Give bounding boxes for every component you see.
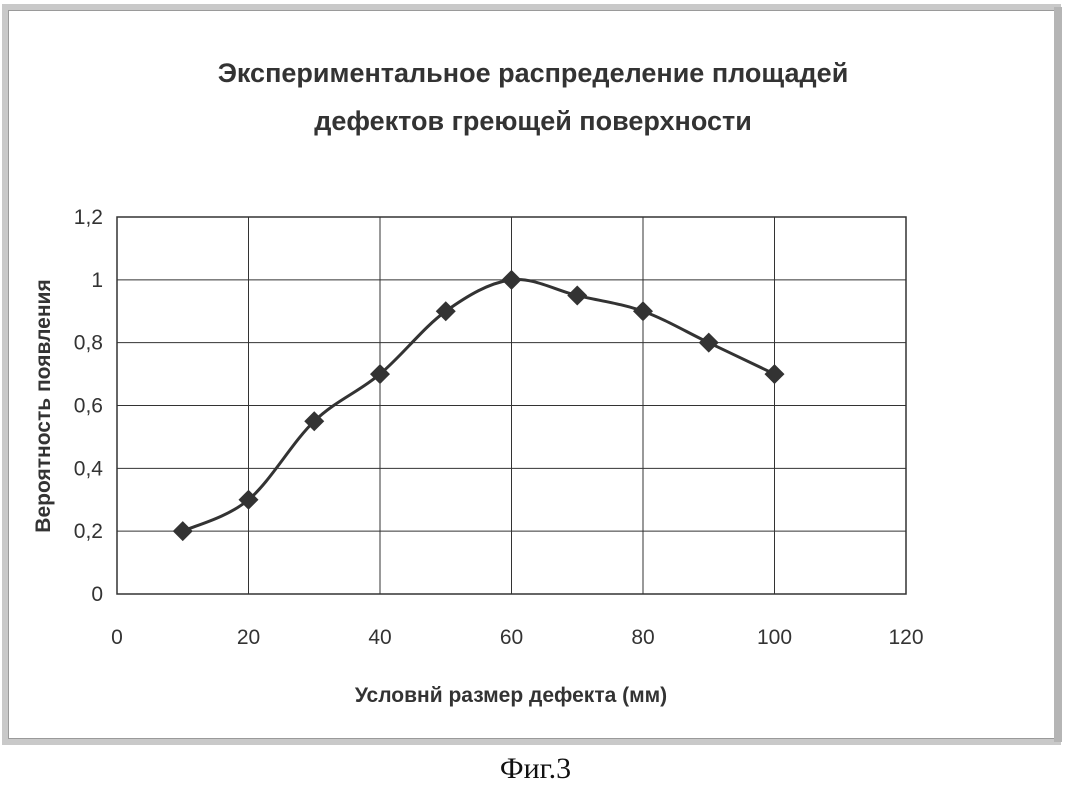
y-tick-label-1: 0,2 [74, 520, 103, 543]
tick-labels: 0 20 40 60 80 100 120 0 0,2 0,4 0,6 0,8 1 1,2 [74, 206, 924, 649]
chart-title-line-2: дефектов греющей поверхности [314, 106, 752, 136]
x-tick-label-1: 20 [237, 626, 260, 649]
data-point-7 [633, 301, 653, 321]
y-tick-label-2: 0,4 [74, 457, 104, 480]
y-tick-label-6: 1,2 [74, 206, 103, 229]
chart-title-line-1: Экспериментальное распределение площадей [218, 58, 849, 88]
x-tick-label-3: 60 [500, 626, 523, 649]
y-tick-label-5: 1 [91, 269, 103, 292]
y-axis-label: Вероятность появления [32, 279, 55, 532]
x-tick-label-4: 80 [631, 626, 654, 649]
y-tick-label-4: 0,8 [74, 332, 103, 355]
x-tick-label-2: 40 [368, 626, 391, 649]
x-axis-label: Условнй размер дефекта (мм) [355, 684, 667, 707]
x-tick-label-0: 0 [111, 626, 123, 649]
x-tick-label-6: 120 [888, 626, 923, 649]
data-point-6 [567, 286, 587, 306]
data-point-8 [699, 333, 719, 353]
figure-caption: Фиг.3 [0, 752, 1071, 786]
data-point-0 [173, 521, 193, 541]
y-tick-label-3: 0,6 [74, 395, 103, 418]
data-point-9 [765, 364, 785, 384]
data-point-5 [502, 270, 522, 290]
y-tick-label-0: 0 [91, 583, 103, 606]
x-tick-label-5: 100 [757, 626, 792, 649]
